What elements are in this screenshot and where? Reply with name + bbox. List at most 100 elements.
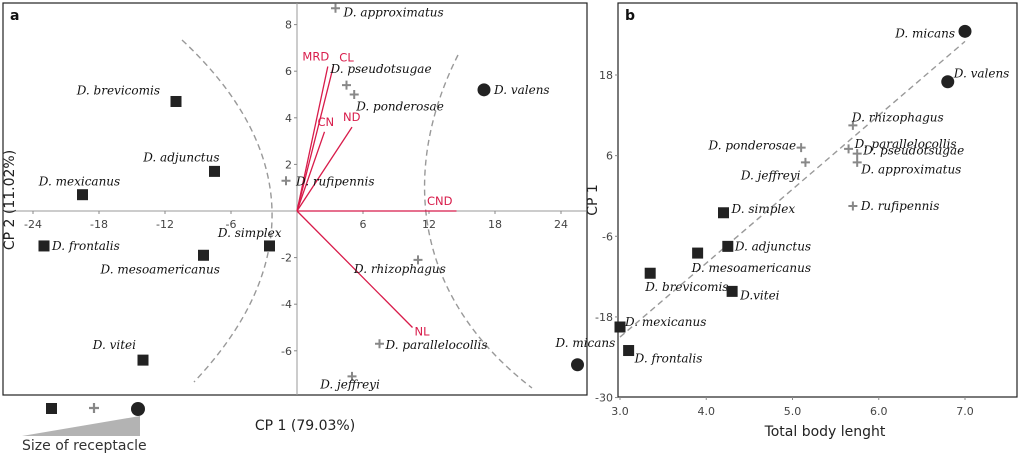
panel-a-point-d-rufipennis [281, 176, 291, 186]
panel-a-y-tick-label: 4 [285, 112, 292, 125]
panel-b-label-d-approximatus: D. approximatus [860, 162, 961, 176]
panel-b-label-d-jeffreyi: D. jeffreyi [740, 168, 801, 182]
panel-b-label-d-frontalis: D. frontalis [634, 352, 703, 366]
panel-a-point-d-vitei [137, 354, 149, 366]
panel-a-point-d-frontalis [38, 240, 50, 252]
panel-b-x-tick-label: 5.0 [784, 405, 802, 418]
panel-a-y-tick-label: -6 [281, 345, 292, 358]
panel-a-point-d-approximatus [331, 3, 340, 13]
panel-b-point-d-mexicanus [614, 321, 626, 333]
panel-b-trend-line [619, 40, 966, 338]
panel-b-label-d-valens: D. valens [953, 67, 1010, 81]
loading-label-cn: CN [318, 115, 335, 129]
panel-b-point-d-rhizophagus [848, 120, 858, 130]
panel-b-frame [617, 2, 1018, 398]
panel-b-label-d-pseudotsugae: D. pseudotsugae [862, 144, 964, 158]
panel-b-point-d-frontalis [623, 345, 635, 357]
panel-b-x-tick-label: 4.0 [698, 405, 716, 418]
loading-vector-mrd [296, 66, 329, 212]
panel-a-label-d-jeffreyi: D. jeffreyi [319, 377, 380, 391]
panel-b-letter: b [625, 8, 635, 24]
panel-b-label-d-micans: D. micans [894, 26, 955, 40]
panel-a-point-d-ponderosae [349, 90, 359, 99]
panel-a-label-d-approximatus: D. approximatus [343, 5, 444, 19]
loading-label-mrd: MRD [302, 50, 329, 64]
loading-vector-nl [296, 210, 413, 328]
panel-a-frame [2, 2, 588, 396]
panel-a-x-tick-label: 24 [554, 218, 568, 231]
panel-b-point-d-ponderosae [796, 143, 806, 153]
panel-b-point-d-vitei [726, 285, 738, 297]
panel-b-x-tick-label: 6.0 [870, 405, 888, 418]
panel-b-x-tick-label: 7.0 [956, 405, 974, 418]
legend-plus-marker [89, 403, 99, 413]
panel-b-label-d-ponderosae: D. ponderosae [708, 139, 797, 153]
panel-b-label-d-vitei: D.vitei [739, 288, 780, 302]
panel-a-label-d-mesoamericanus: D. mesoamericanus [100, 262, 220, 276]
panel-a-x-tick-label: -24 [24, 218, 42, 231]
panel-a-x-tick-label: -18 [90, 218, 108, 231]
panel-b-xlabel: Total body lenght [764, 424, 886, 440]
legend-square-marker [46, 403, 57, 414]
panel-a-point-d-simplex [264, 240, 275, 252]
panel-b-point-d-jeffreyi [800, 157, 810, 167]
legend-caption: Size of receptacle [22, 438, 147, 454]
panel-a-label-d-brevicomis: D. brevicomis [76, 83, 160, 97]
loading-label-nd: ND [343, 110, 361, 124]
panel-b-y-tick-label: 18 [599, 69, 613, 82]
panel-b-y-tick-label: -30 [595, 392, 613, 405]
panel-b-label-d-simplex: D. simplex [731, 202, 796, 216]
panel-b-point-d-rufipennis [848, 201, 858, 211]
panel-a-point-d-valens [477, 83, 491, 97]
panel-a-label-d-adjunctus: D. adjunctus [142, 150, 219, 164]
loading-vector-cn [296, 131, 326, 212]
panel-b-ylabel: CP 1 [585, 184, 601, 216]
panel-a-x-tick-label: 12 [422, 218, 436, 231]
panel-b-point-d-approximatus [852, 157, 862, 167]
loading-label-cl: CL [339, 51, 354, 65]
panel-b-label-d-brevicomis: D. brevicomis [644, 280, 728, 294]
panel-a-point-d-rhizophagus [413, 255, 423, 265]
panel-a-x-tick-label: -12 [156, 218, 174, 231]
panel-b-label-d-rufipennis: D. rufipennis [860, 199, 940, 213]
legend-size-wedge [22, 416, 140, 436]
panel-a-point-d-pseudotsugae [342, 80, 351, 90]
panel-b-x-tick-label: 3.0 [611, 405, 629, 418]
panel-b-y-tick-label: -18 [595, 311, 613, 324]
panel-a-label-d-rufipennis: D. rufipennis [295, 175, 375, 189]
panel-b-point-d-micans [958, 24, 972, 38]
panel-a-point-d-adjunctus [209, 165, 220, 177]
panel-a-point-d-jeffreyi [347, 371, 357, 381]
panel-a-letter: a [10, 8, 19, 24]
panel-a-y-tick-label: 6 [285, 65, 292, 78]
loading-vector-nd [296, 126, 353, 212]
panel-a-label-d-ponderosae: D. ponderosae [355, 100, 444, 114]
panel-b-point-d-valens [941, 75, 955, 89]
panel-a-y-tick-label: 8 [285, 19, 292, 32]
panel-b-label-d-parallelocollis: D. parallelocollis [854, 137, 957, 151]
panel-a-xlabel: CP 1 (79.03%) [255, 418, 355, 434]
panel-b-label-d-rhizophagus: D. rhizophagus [851, 110, 944, 124]
panel-a-x-tick-label: 6 [360, 218, 367, 231]
panel-a-y-tick-label: -2 [281, 252, 292, 265]
panel-b-point-d-pseudotsugae [852, 149, 862, 159]
panel-a-label-d-parallelocollis: D. parallelocollis [385, 338, 488, 352]
panel-a-point-d-parallelocollis [375, 339, 384, 349]
panel-a-point-d-micans [571, 358, 584, 372]
panel-a-label-d-rhizophagus: D. rhizophagus [353, 262, 446, 276]
panel-b-y-tick-label: -6 [602, 230, 613, 243]
panel-b-point-d-parallelocollis [844, 144, 854, 154]
panel-a-y-tick-label: -4 [281, 298, 292, 311]
panel-b-point-d-simplex [718, 207, 729, 219]
panel-b-label-d-adjunctus: D. adjunctus [734, 239, 811, 253]
panel-a-x-tick-label: 18 [488, 218, 502, 231]
panel-b-point-d-brevicomis [644, 267, 656, 279]
panel-a-point-d-mexicanus [77, 189, 88, 201]
panel-a-ylabel: CP 2 (11.02%) [2, 150, 18, 250]
panel-a-label-d-vitei: D. vitei [92, 338, 136, 352]
panel-b-point-d-adjunctus [722, 240, 734, 252]
panel-a-label-d-frontalis: D. frontalis [51, 239, 120, 253]
panel-b-label-d-mesoamericanus: D. mesoamericanus [691, 261, 811, 275]
panel-b-y-tick-label: 6 [606, 150, 613, 163]
